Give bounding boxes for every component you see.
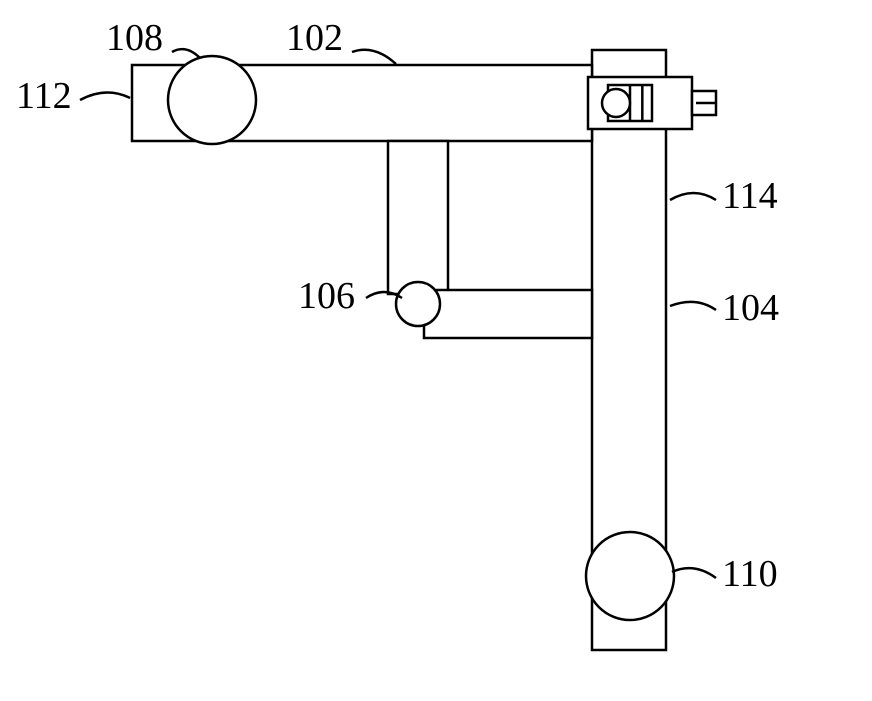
label-104: 104 xyxy=(722,287,779,329)
bar-104 xyxy=(424,290,592,338)
label-102: 102 xyxy=(286,17,343,59)
leader-112 xyxy=(80,92,130,100)
leader-102 xyxy=(352,50,396,64)
leader-110 xyxy=(672,568,716,578)
label-110: 110 xyxy=(722,553,778,595)
label-106: 106 xyxy=(298,275,355,317)
stub-from-102 xyxy=(388,141,448,294)
circle-106 xyxy=(396,282,440,326)
leader-108 xyxy=(172,49,200,58)
circle-110 xyxy=(586,532,674,620)
leader-104 xyxy=(670,302,716,310)
label-108: 108 xyxy=(106,17,163,59)
leader-114 xyxy=(670,193,716,200)
label-114: 114 xyxy=(722,175,778,217)
circle-joint xyxy=(602,89,630,117)
circle-108 xyxy=(168,56,256,144)
label-112: 112 xyxy=(16,75,72,117)
